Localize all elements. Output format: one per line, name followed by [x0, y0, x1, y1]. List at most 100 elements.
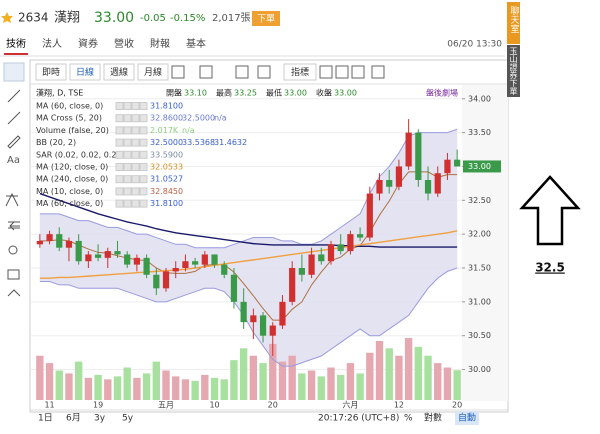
volume-bar: [356, 373, 364, 400]
toolbar-icon[interactable]: [257, 65, 271, 79]
tab[interactable]: 法人: [42, 37, 62, 50]
toolbar-icon[interactable]: [319, 65, 333, 79]
legend-row-icon[interactable]: [139, 114, 148, 123]
broker-tab[interactable]: [507, 45, 520, 97]
percent-toggle[interactable]: %: [404, 414, 413, 424]
toolbar-button[interactable]: [283, 63, 317, 81]
tab[interactable]: 財報: [150, 37, 170, 50]
toolbar-icon[interactable]: [351, 65, 365, 79]
favorite-star[interactable]: [1, 12, 13, 23]
legend-row-icon[interactable]: [123, 175, 132, 184]
legend-row-icon[interactable]: [131, 150, 140, 159]
toolbar-icon[interactable]: [335, 65, 349, 79]
toolbar-icon[interactable]: [235, 65, 249, 79]
chat-tab[interactable]: [507, 2, 520, 44]
indicator-line: [39, 128, 458, 249]
volume-bar: [375, 340, 384, 400]
legend-row-icon[interactable]: [139, 187, 148, 196]
legend-row-icon[interactable]: [131, 114, 140, 123]
legend-row-icon[interactable]: [139, 163, 148, 171]
legend-row-icon[interactable]: [123, 163, 132, 171]
tool-zoom[interactable]: [8, 245, 18, 255]
range-button[interactable]: 6月: [66, 413, 81, 424]
legend-row-icon[interactable]: [115, 114, 124, 123]
legend-row-icon[interactable]: [115, 187, 124, 196]
legend-row-icon[interactable]: [131, 175, 140, 184]
toolbar-button-label[interactable]: 週線: [110, 66, 128, 78]
tool-crosshair[interactable]: [3, 62, 25, 82]
candle-body: [114, 251, 121, 255]
toolbar-icon[interactable]: [371, 65, 385, 79]
legend-row-icon[interactable]: [115, 138, 124, 147]
volume-bar: [220, 379, 228, 400]
toolbar-icon[interactable]: [199, 65, 213, 79]
legend-row-icon[interactable]: [123, 187, 132, 196]
legend-row-icon[interactable]: [131, 102, 140, 110]
active-tab-underline: [4, 53, 28, 55]
legend-row-icon[interactable]: [131, 199, 140, 208]
footer-bar: 1日 6月 3y 5y 20:17:26 (UTC+8)% 對數 自動: [38, 411, 479, 425]
legend-row-icon[interactable]: [131, 163, 140, 171]
broker-tab-label[interactable]: 玉山證券下單: [509, 47, 518, 95]
toolbar-button[interactable]: [35, 63, 67, 81]
candle-body: [386, 180, 393, 187]
legend-row-icon[interactable]: [139, 199, 148, 208]
legend-row-icon[interactable]: [131, 187, 140, 196]
candle-body: [65, 240, 73, 248]
toolbar-button-label[interactable]: 即時: [42, 67, 60, 78]
legend-row-icon[interactable]: [115, 150, 124, 159]
order-button-label[interactable]: 下單: [257, 14, 275, 25]
legend-row-icon[interactable]: [123, 150, 132, 159]
tool-magnet[interactable]: [7, 289, 21, 297]
range-button[interactable]: 3y: [94, 414, 106, 424]
toolbar-button-label[interactable]: 日線: [76, 66, 94, 78]
legend-row-name: MA (60, close, 0): [36, 102, 103, 111]
candle-body: [104, 251, 111, 258]
toolbar-icon[interactable]: [171, 65, 185, 79]
legend-row-icon[interactable]: [139, 102, 148, 110]
legend-row-value: 33.5900: [150, 150, 183, 159]
toolbar-button[interactable]: [103, 63, 135, 81]
legend-row-icon[interactable]: [139, 126, 148, 135]
legend-row-icon[interactable]: [139, 138, 148, 147]
legend-row-icon[interactable]: [123, 138, 132, 147]
legend-row-icon[interactable]: [115, 175, 124, 184]
tab[interactable]: 資券: [78, 37, 98, 50]
toolbar-button-label[interactable]: 指標: [291, 66, 309, 78]
tool-line[interactable]: [7, 89, 21, 103]
tool-pattern[interactable]: [5, 192, 19, 207]
legend-row-icon[interactable]: [131, 138, 140, 147]
legend-row-icon[interactable]: [131, 126, 140, 135]
legend-row-icon[interactable]: [139, 175, 148, 184]
tab[interactable]: 營收: [114, 37, 134, 50]
toolbar-button[interactable]: [137, 63, 169, 81]
legend-row-icon[interactable]: [115, 163, 124, 171]
toolbar-button[interactable]: [69, 63, 101, 81]
tool-lock[interactable]: [7, 269, 20, 280]
log-toggle[interactable]: 對數: [424, 412, 442, 424]
toolbar-button-label[interactable]: 月線: [144, 66, 162, 78]
legend-row-icon[interactable]: [123, 102, 132, 110]
tool-ray[interactable]: [7, 111, 21, 125]
legend-row-icon[interactable]: [123, 114, 132, 123]
tab[interactable]: 基本: [186, 37, 206, 50]
legend-row-icon[interactable]: [123, 199, 132, 208]
legend-row-icon[interactable]: [115, 199, 124, 208]
range-button[interactable]: 5y: [122, 414, 134, 424]
range-button[interactable]: 1日: [38, 413, 53, 424]
legend-row-icon[interactable]: [115, 126, 124, 135]
auto-toggle[interactable]: 自動: [458, 412, 476, 424]
chat-tab-label[interactable]: 聊天室: [509, 5, 520, 33]
legend-row-icon[interactable]: [139, 150, 148, 159]
tool-back[interactable]: [9, 221, 20, 231]
volume-bar: [162, 370, 170, 400]
after-hours-link[interactable]: 盤後劇場: [426, 88, 458, 98]
tool-brush[interactable]: [7, 135, 21, 149]
tool-text[interactable]: Aa: [7, 155, 20, 166]
auto-toggle-bg[interactable]: [455, 411, 479, 425]
order-button[interactable]: [252, 11, 280, 26]
legend-row-icon[interactable]: [123, 126, 132, 135]
legend-row-icon[interactable]: [115, 102, 124, 110]
tab[interactable]: 技術: [6, 37, 26, 50]
